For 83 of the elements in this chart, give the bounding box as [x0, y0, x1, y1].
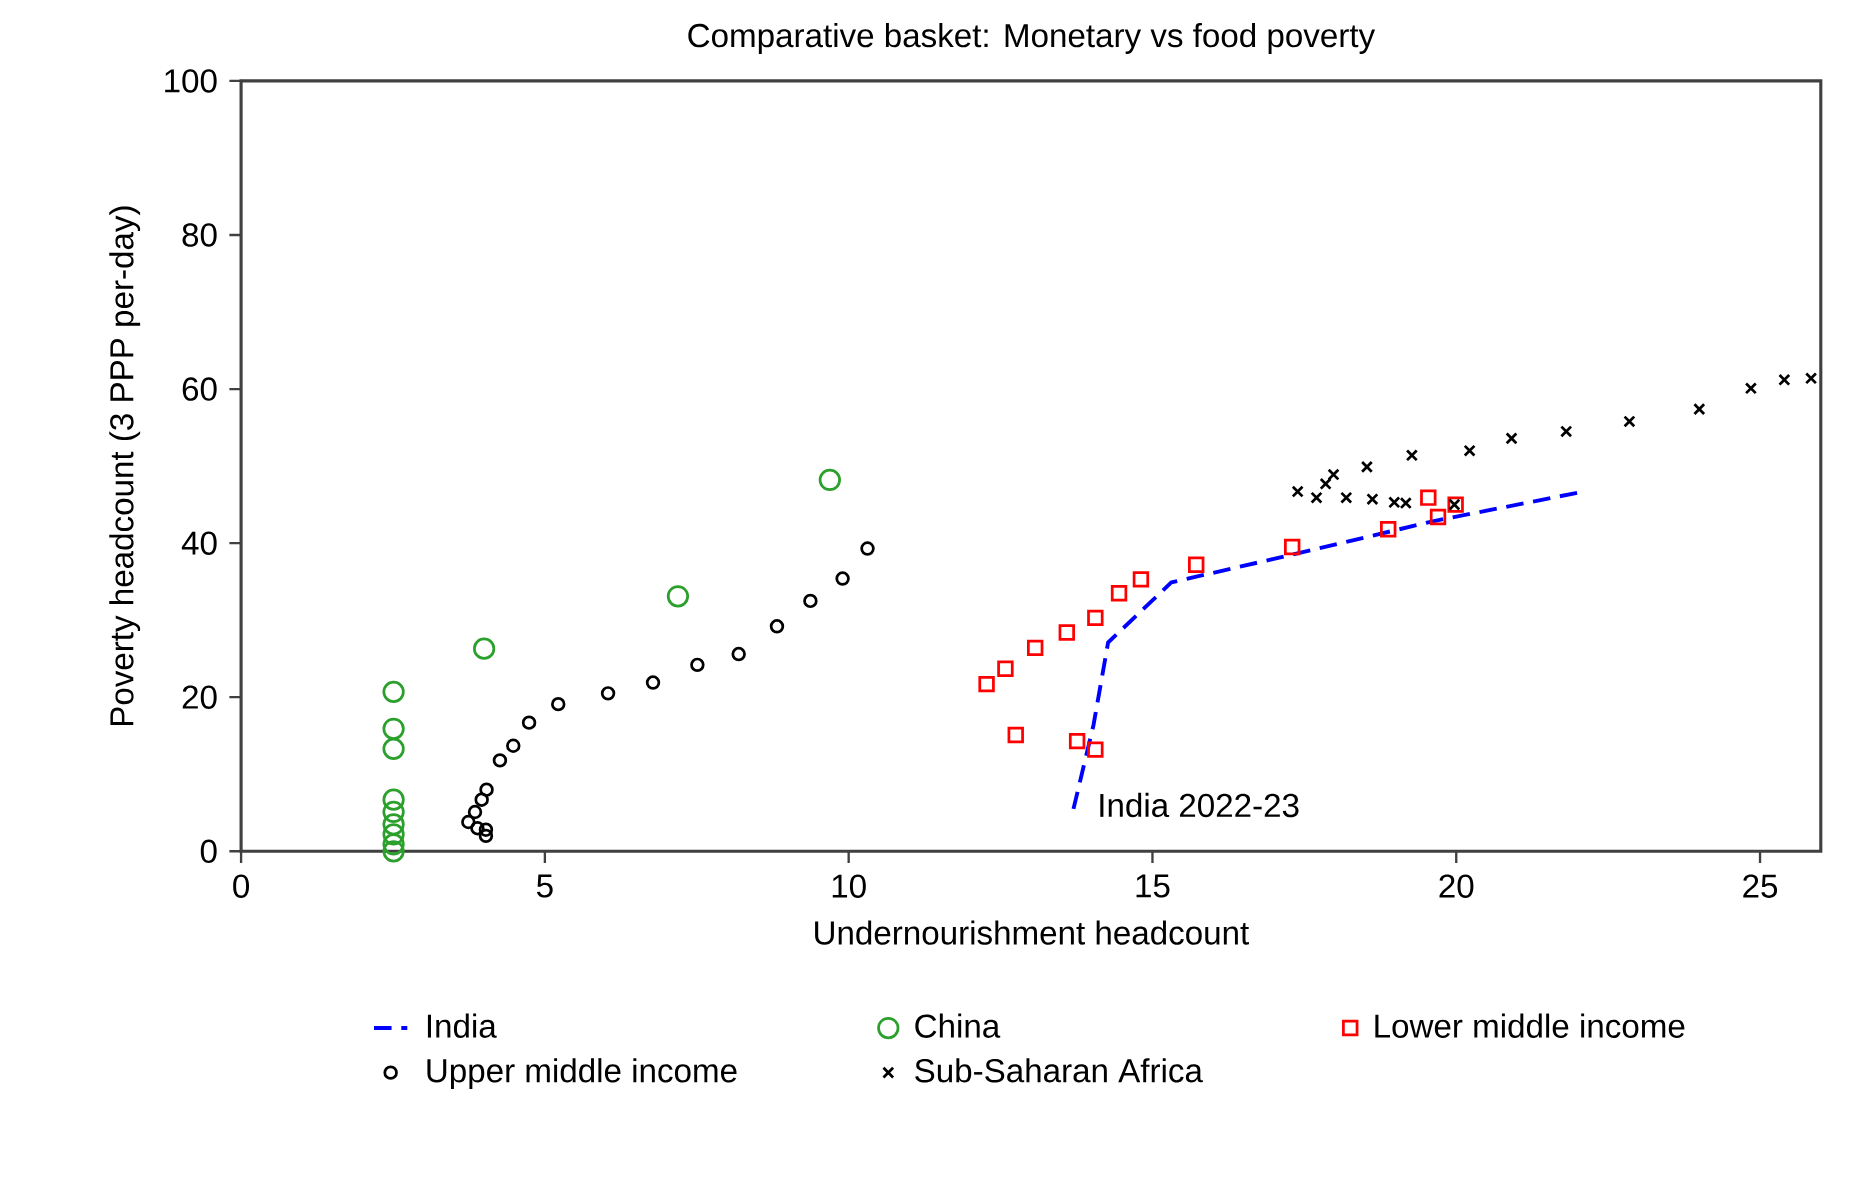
y-tick-label: 60: [182, 377, 217, 401]
legend-label: Lower middle income: [1375, 1013, 1685, 1038]
point: [492, 753, 508, 768]
point: [478, 822, 494, 838]
point: [1429, 508, 1447, 526]
legend-label: India: [427, 1013, 497, 1038]
point: [1778, 373, 1791, 387]
point: [1132, 571, 1150, 588]
point: [479, 782, 494, 797]
point: [803, 593, 818, 609]
point: [731, 646, 746, 662]
point: [1058, 624, 1075, 641]
point: [1693, 402, 1706, 416]
point: [645, 675, 661, 690]
point: [666, 585, 690, 608]
legend-label: China: [915, 1013, 1001, 1038]
annotation: India 2022-23: [1100, 792, 1299, 818]
point: [1405, 449, 1419, 462]
point: [1340, 491, 1353, 504]
point: [1744, 382, 1758, 395]
point: [1310, 491, 1323, 504]
point: [382, 737, 405, 761]
point: [382, 813, 405, 836]
x-tick-label: 10: [832, 874, 866, 898]
x-tick-label: 0: [233, 874, 250, 898]
point: [521, 715, 537, 730]
chart-title: Comparative basket: Monetary vs food poverty: [688, 23, 1376, 54]
x-tick-label: 25: [1743, 874, 1778, 898]
point: [551, 697, 566, 712]
y-tick-label: 20: [182, 685, 217, 710]
point: [835, 571, 850, 586]
point: [382, 840, 405, 863]
point: [1291, 485, 1304, 498]
point: [1463, 444, 1476, 457]
point: [1284, 538, 1301, 556]
point: [1319, 477, 1332, 491]
point: [1110, 585, 1128, 602]
point: [1360, 460, 1374, 474]
point: [600, 686, 616, 701]
point: [1420, 489, 1437, 506]
x-tick-label: 15: [1136, 874, 1170, 898]
point: [382, 717, 405, 740]
y-tick-label: 0: [200, 839, 217, 864]
point: [769, 619, 785, 634]
point: [1366, 493, 1379, 506]
x-tick-label: 20: [1439, 874, 1474, 898]
x-tick-label: 5: [536, 874, 553, 898]
point: [690, 657, 705, 673]
point: [860, 541, 875, 556]
point: [474, 792, 489, 807]
point: [1007, 726, 1024, 744]
point: [1087, 609, 1104, 627]
point: [382, 788, 405, 811]
point: [1027, 639, 1044, 657]
point: [473, 637, 496, 660]
point: [478, 828, 494, 844]
legend-label: Sub-Saharan Africa: [915, 1058, 1203, 1083]
point: [1560, 425, 1573, 438]
x-axis-title: Undernourishment headcount: [815, 920, 1249, 945]
point: [470, 821, 485, 836]
point: [1068, 733, 1086, 750]
point: [382, 800, 405, 824]
point: [461, 814, 476, 830]
y-axis-title: Poverty headcount (3 PPP per-day): [109, 206, 141, 726]
point: [506, 738, 521, 754]
point: [382, 680, 405, 704]
point: [382, 833, 405, 856]
point: [1804, 372, 1818, 385]
point: [1327, 468, 1340, 481]
point: [997, 660, 1014, 677]
point: [382, 823, 405, 846]
y-tick-label: 100: [165, 69, 217, 93]
point: [1188, 556, 1205, 573]
point: [1380, 521, 1397, 538]
point: [1623, 415, 1636, 428]
point: [978, 676, 995, 693]
point: [1505, 432, 1518, 445]
legend-label: Upper middle income: [427, 1058, 737, 1090]
point: [818, 468, 841, 492]
point: [467, 804, 483, 820]
point: [1087, 741, 1104, 758]
y-tick-label: 80: [182, 223, 217, 247]
y-tick-label: 40: [181, 531, 217, 555]
